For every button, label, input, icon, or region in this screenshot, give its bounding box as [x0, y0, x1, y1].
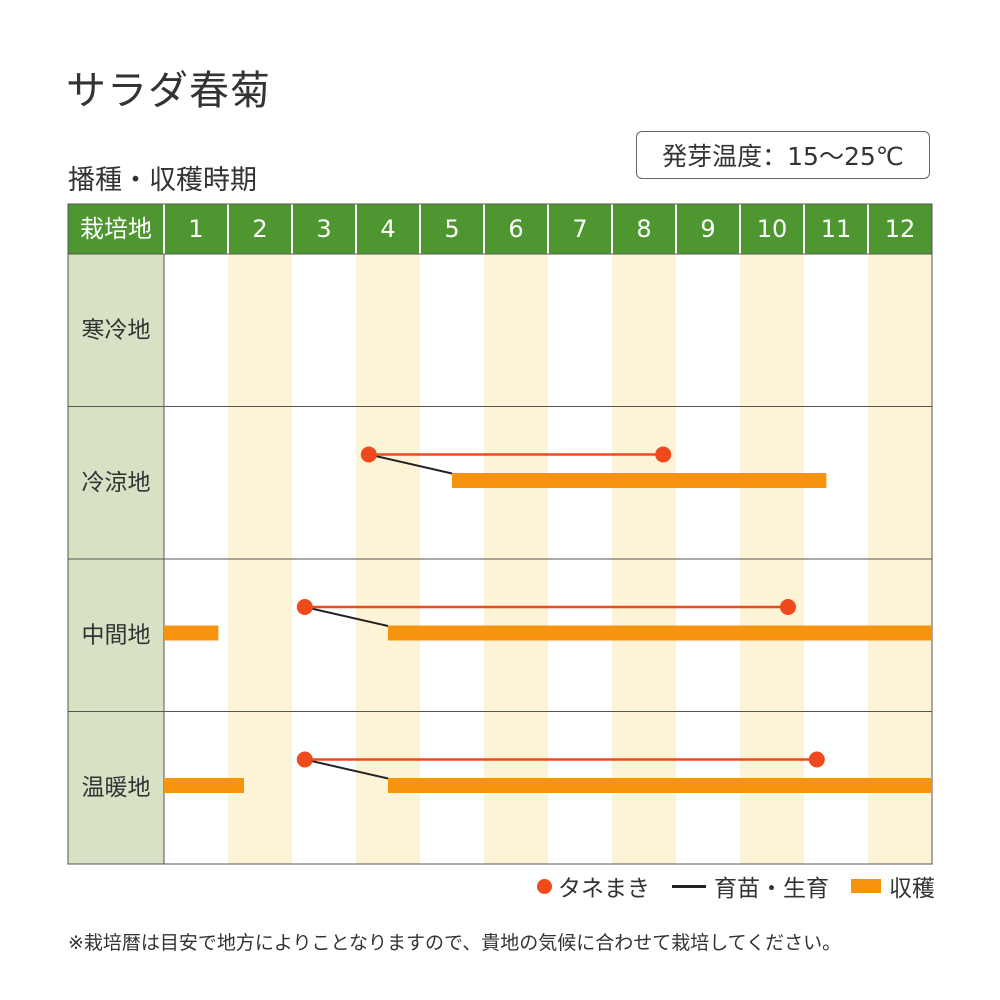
- harvest-bar: [388, 778, 932, 793]
- region-label: 温暖地: [82, 775, 151, 801]
- month-header-label: 4: [380, 215, 395, 243]
- sowing-start-point: [296, 751, 313, 768]
- sowing-start-point: [360, 446, 377, 463]
- legend-harvest: 収穫: [851, 869, 935, 903]
- month-header-label: 3: [316, 215, 331, 243]
- harvest-bar: [164, 778, 244, 793]
- chart-subtitle: 播種・収穫時期: [68, 165, 257, 196]
- seedling-line: [368, 453, 453, 475]
- chart-legend: タネまき 育苗・生育 収穫: [505, 870, 935, 902]
- month-header-label: 1: [188, 215, 203, 243]
- chart-border: [67, 203, 933, 865]
- region-label: 寒冷地: [82, 317, 151, 343]
- month-header-label: 5: [444, 215, 459, 243]
- seedling-line-icon: [672, 884, 706, 888]
- seedling-line: [304, 758, 389, 780]
- month-header-label: 6: [508, 215, 523, 243]
- legend-harvest-label: 収穫: [889, 876, 935, 902]
- month-header-label: 10: [757, 215, 788, 243]
- header-region-label: 栽培地: [80, 215, 152, 243]
- legend-sowing-label: タネまき: [558, 876, 650, 902]
- page-title: サラダ春菊: [66, 68, 271, 114]
- legend-seedling: 育苗・生育: [672, 869, 829, 903]
- sowing-dot-icon: [537, 878, 552, 894]
- germination-temperature-badge: 発芽温度：15〜25℃: [636, 131, 930, 179]
- harvest-bar: [452, 473, 827, 488]
- legend-seedling-label: 育苗・生育: [714, 876, 829, 902]
- legend-sowing: タネまき: [537, 869, 650, 903]
- harvest-bar: [388, 625, 932, 641]
- region-label: 中間地: [82, 622, 151, 648]
- month-header-label: 2: [252, 215, 267, 243]
- harvest-bar-icon: [851, 879, 881, 893]
- sowing-start-point: [296, 599, 313, 615]
- region-label: 冷涼地: [82, 470, 151, 496]
- month-header-label: 12: [885, 215, 916, 243]
- chart-header-background: [68, 204, 932, 254]
- seedling-line: [304, 606, 389, 627]
- footnote: ※栽培暦は目安で地方によりことなりますので、貴地の気候に合わせて栽培してください…: [68, 932, 842, 954]
- month-header-label: 9: [700, 215, 715, 243]
- month-header-label: 8: [636, 215, 651, 243]
- sowing-end-point: [780, 599, 796, 615]
- month-header-label: 11: [821, 215, 852, 243]
- month-header-label: 7: [572, 215, 587, 243]
- harvest-bar: [164, 625, 219, 641]
- sowing-end-point: [655, 446, 672, 463]
- sowing-end-point: [808, 751, 825, 768]
